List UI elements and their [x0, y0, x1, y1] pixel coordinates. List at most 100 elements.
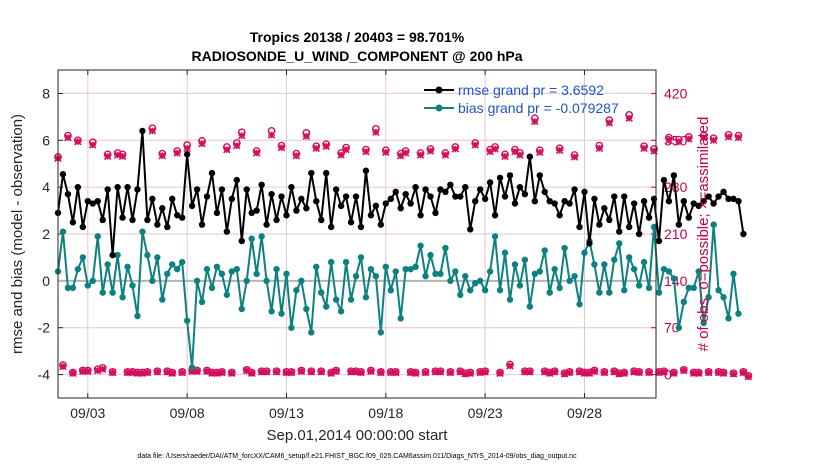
bias-point: [601, 261, 608, 268]
obs-assimilated-marker: [645, 368, 653, 377]
rmse-point: [511, 200, 519, 207]
rmse-point: [124, 183, 131, 191]
rmse-point: [273, 216, 280, 224]
obs-assimilated-marker: [650, 147, 658, 155]
rmse-point: [521, 190, 529, 198]
bias-point: [407, 265, 414, 273]
obs-assimilated-marker: [635, 368, 643, 377]
obs-assimilated-marker: [64, 133, 72, 142]
obs-assimilated-marker: [347, 368, 355, 376]
obs-assimilated-marker: [421, 368, 430, 377]
bias-point: [591, 261, 598, 268]
bias-point: [596, 289, 603, 296]
obs-assimilated-marker: [689, 369, 698, 377]
bias-point: [655, 289, 663, 296]
bias-point: [536, 268, 543, 275]
legend-label-bias: bias grand pr = -0.079287: [458, 100, 619, 116]
x-tick-label: 09/28: [567, 405, 602, 421]
obs-assimilated-marker: [153, 368, 162, 376]
rmse-point: [327, 223, 335, 231]
bias-point: [521, 256, 529, 263]
rmse-point: [715, 193, 722, 200]
rmse-point: [675, 221, 683, 228]
obs-assimilated-marker: [655, 368, 663, 377]
bias-point: [670, 275, 678, 282]
bias-point: [327, 258, 335, 266]
bias-point: [293, 287, 300, 294]
obs-assimilated-marker: [411, 369, 420, 377]
y-tick-label-right: 70: [664, 320, 680, 336]
obs-assimilated-marker: [396, 151, 405, 160]
bias-point: [442, 244, 449, 252]
bias-point: [486, 268, 494, 275]
obs-assimilated-marker: [575, 368, 584, 376]
bias-point: [352, 272, 360, 280]
obs-assimilated-marker: [615, 370, 624, 378]
obs-assimilated-marker: [476, 368, 484, 377]
obs-assimilated-marker: [600, 368, 609, 377]
bias-point: [337, 308, 345, 315]
obs-assimilated-marker: [342, 145, 350, 154]
bias-point: [228, 268, 236, 275]
y-tick-label-right: 210: [664, 226, 688, 242]
bias-point: [59, 228, 67, 235]
rmse-point: [670, 172, 678, 179]
y-axis-label-left: rmse and bias (model - observation): [9, 114, 26, 354]
obs-assimilated-marker: [158, 151, 167, 160]
obs-assimilated-marker: [138, 369, 147, 377]
y-axis-label-right: # of obs: o=possible; ×=assimilated: [695, 117, 712, 352]
rmse-point: [397, 205, 404, 212]
bias-point: [377, 329, 385, 336]
rmse-point: [144, 216, 151, 224]
bias-point: [387, 287, 394, 294]
bias-point: [248, 235, 255, 242]
rmse-point: [139, 127, 146, 135]
bias-point: [551, 265, 558, 273]
rmse-point: [402, 190, 409, 198]
bias-point: [278, 310, 285, 317]
bias-point: [616, 240, 623, 247]
obs-assimilated-marker: [123, 368, 132, 377]
rmse-point: [253, 207, 260, 214]
rmse-point: [412, 183, 419, 191]
obs-assimilated-marker: [640, 144, 648, 153]
obs-assimilated-marker: [590, 367, 599, 375]
obs-assimilated-marker: [307, 368, 316, 376]
obs-assimilated-marker: [208, 369, 216, 377]
rmse-point: [576, 223, 583, 231]
bias-point: [357, 254, 365, 261]
obs-assimilated-marker: [242, 366, 251, 375]
rmse-point: [258, 181, 265, 188]
rmse-point: [183, 151, 191, 158]
obs-assimilated-marker: [203, 367, 211, 375]
y-tick-label-right: 0: [664, 367, 672, 383]
obs-assimilated-marker: [362, 147, 370, 156]
bias-point: [318, 289, 325, 296]
bias-point: [417, 242, 424, 249]
bias-point: [74, 265, 82, 273]
bias-point: [238, 305, 245, 313]
bias-point: [188, 364, 196, 371]
rmse-point: [591, 195, 598, 203]
obs-assimilated-marker: [352, 368, 360, 376]
rmse-point: [596, 221, 603, 228]
obs-count-layer: [54, 110, 753, 381]
bias-point: [283, 270, 290, 278]
y-tick-label-left: 2: [42, 226, 50, 242]
bias-point: [422, 272, 429, 280]
obs-assimilated-marker: [168, 369, 177, 377]
rmse-point: [581, 188, 588, 196]
bias-series-layer: [54, 221, 742, 371]
bias-point: [164, 270, 171, 278]
rmse-point: [79, 223, 87, 231]
bias-point: [561, 244, 568, 252]
obs-assimilated-marker: [93, 366, 102, 375]
bias-point: [124, 263, 131, 270]
bias-point: [149, 277, 156, 285]
bias-point: [680, 298, 688, 306]
bias-point: [640, 258, 648, 266]
x-tick-label: 09/08: [170, 405, 205, 421]
rmse-point: [561, 198, 568, 205]
rmse-point: [735, 198, 742, 205]
obs-assimilated-marker: [545, 369, 554, 377]
